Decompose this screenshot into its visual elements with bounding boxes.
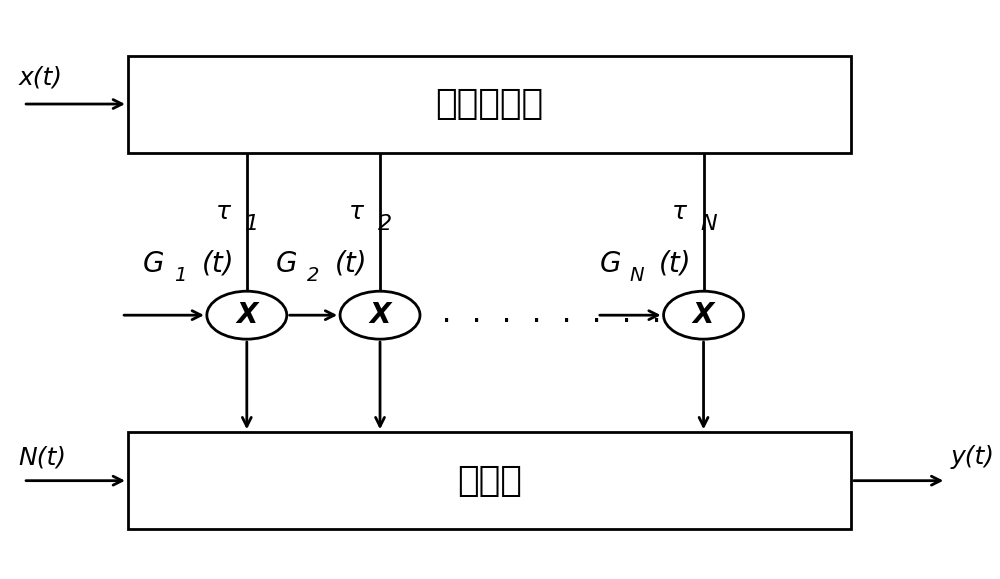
Text: (t): (t) [202,250,235,278]
Text: x(t): x(t) [18,66,62,90]
Text: 2: 2 [307,266,320,285]
Text: (t): (t) [659,250,691,278]
Text: τ: τ [349,200,364,225]
Text: 2: 2 [378,214,392,234]
Text: G: G [599,250,621,278]
Text: 1: 1 [245,214,259,234]
Circle shape [207,291,287,339]
Text: τ: τ [672,200,687,225]
Text: τ: τ [216,200,231,225]
Text: (t): (t) [335,250,368,278]
Text: N(t): N(t) [18,445,66,469]
Circle shape [664,291,744,339]
Text: y(t): y(t) [951,445,995,469]
Text: . . . . . . . . . .: . . . . . . . . . . [409,303,694,327]
Text: G: G [276,250,297,278]
Text: G: G [143,250,164,278]
Circle shape [340,291,420,339]
Text: 相加器: 相加器 [457,464,522,498]
Text: X: X [236,301,257,329]
Text: X: X [369,301,391,329]
FancyBboxPatch shape [128,56,851,152]
Text: 抽头延迟线: 抽头延迟线 [435,87,544,121]
Text: X: X [693,301,714,329]
Text: N: N [630,266,644,285]
FancyBboxPatch shape [128,432,851,529]
Text: N: N [700,214,717,234]
Text: 1: 1 [174,266,186,285]
